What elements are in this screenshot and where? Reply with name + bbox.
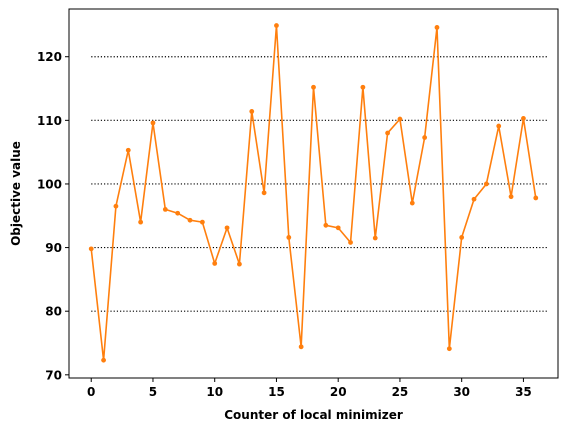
series-line <box>90 24 537 361</box>
plot-frame <box>68 8 559 379</box>
data-point <box>187 217 193 223</box>
data-point <box>101 357 106 363</box>
y-tick-label: 120 <box>37 50 62 64</box>
data-point <box>521 116 526 121</box>
data-point <box>372 235 378 241</box>
x-tick-label: 30 <box>453 385 470 399</box>
data-point <box>237 261 242 267</box>
data-point <box>274 23 279 28</box>
data-point <box>138 219 144 225</box>
data-point <box>397 116 403 122</box>
data-point <box>199 219 205 225</box>
data-point <box>409 200 415 206</box>
data-point <box>224 225 230 231</box>
y-tick-label: 110 <box>37 114 62 128</box>
data-point <box>422 135 428 140</box>
data-point <box>471 196 477 202</box>
x-tick-label: 35 <box>515 385 532 399</box>
data-point <box>533 195 539 201</box>
series-layer <box>88 23 539 363</box>
data-point <box>88 246 94 252</box>
data-point <box>212 261 218 266</box>
x-tick-label: 10 <box>206 385 223 399</box>
data-point <box>496 123 502 129</box>
x-axis: 0 5 10 15 20 25 30 35 <box>87 378 532 399</box>
x-axis-label: Counter of local minimizer <box>224 408 403 422</box>
data-point <box>150 120 156 126</box>
data-point <box>483 181 489 187</box>
y-tick-label: 80 <box>45 305 62 319</box>
data-point <box>446 346 452 352</box>
data-point <box>311 84 316 90</box>
data-point <box>508 194 514 200</box>
y-tick-label: 90 <box>45 241 62 255</box>
y-tick-label: 100 <box>37 177 62 191</box>
data-point <box>286 234 292 240</box>
data-point <box>298 344 304 350</box>
data-point <box>323 222 329 228</box>
data-point <box>385 130 390 136</box>
x-tick-label: 25 <box>392 385 409 399</box>
data-point <box>360 84 366 90</box>
y-tick-label: 70 <box>45 368 62 382</box>
y-axis-label: Objective value <box>9 141 23 246</box>
x-tick-label: 5 <box>149 385 157 399</box>
x-tick-label: 0 <box>87 385 95 399</box>
data-point <box>348 240 353 245</box>
data-point <box>261 190 267 196</box>
data-point <box>434 25 440 30</box>
data-point <box>162 207 168 212</box>
y-axis: 70 80 90 100 110 120 <box>37 50 69 382</box>
data-point <box>335 225 341 231</box>
reference-lines <box>91 56 549 312</box>
data-point <box>125 147 131 153</box>
data-point <box>175 210 181 216</box>
x-tick-label: 20 <box>330 385 347 399</box>
data-point <box>459 234 465 240</box>
data-point <box>113 203 119 209</box>
data-point <box>249 109 255 114</box>
x-tick-label: 15 <box>268 385 285 399</box>
